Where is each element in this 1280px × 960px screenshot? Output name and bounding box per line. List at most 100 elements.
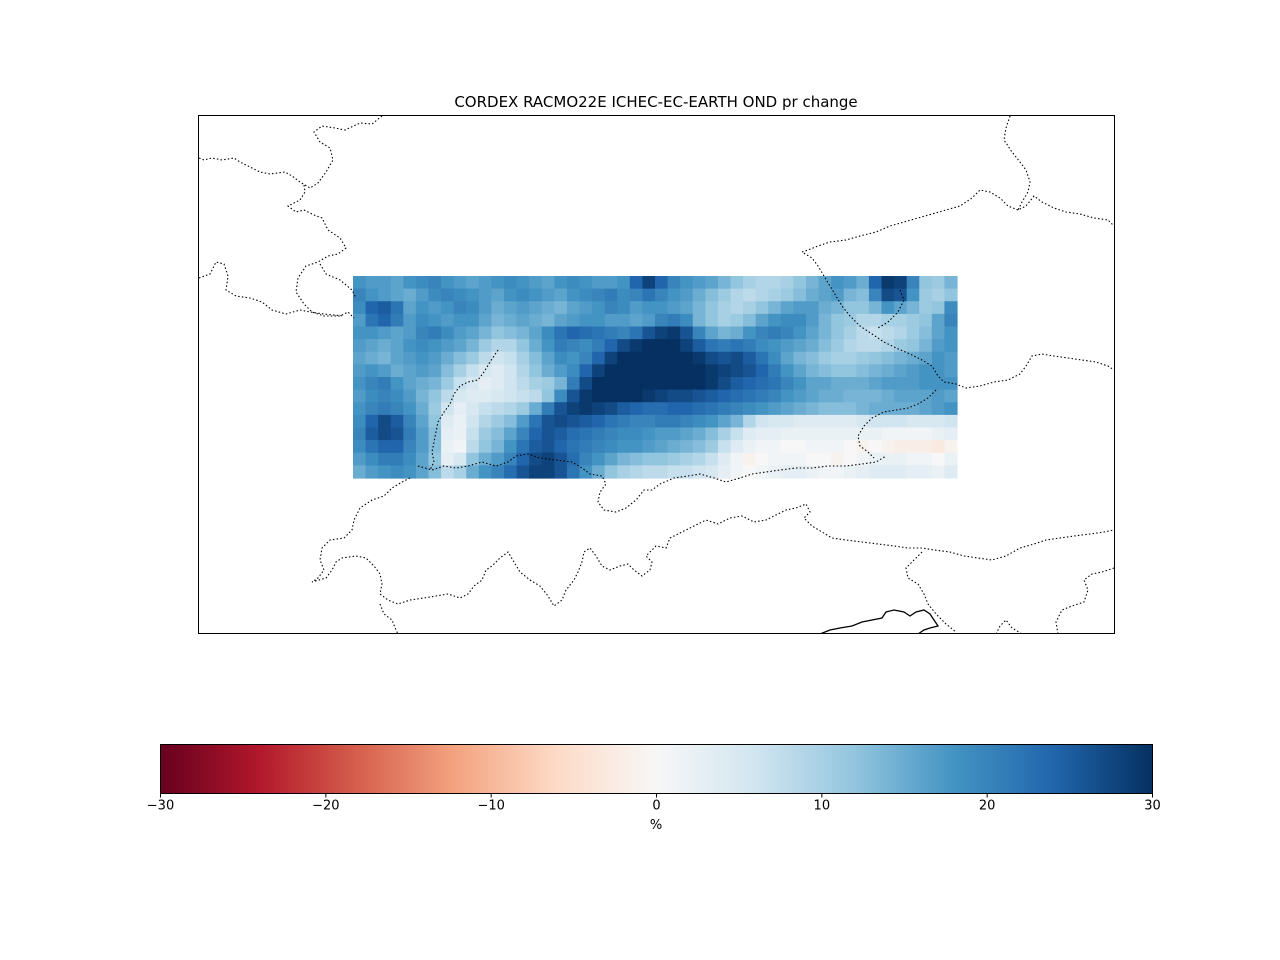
heatmap-cell — [466, 440, 480, 454]
heatmap-cell — [755, 288, 769, 302]
heatmap-cell — [667, 440, 681, 454]
heatmap-cell — [478, 377, 493, 391]
heatmap-cell — [843, 402, 857, 416]
heatmap-cell — [642, 452, 656, 466]
heatmap-cell — [806, 351, 820, 365]
heatmap-cell — [843, 414, 857, 429]
heatmap-cell — [504, 339, 518, 353]
heatmap-cell — [353, 414, 367, 429]
heatmap-cell — [441, 276, 455, 290]
heatmap-cell — [617, 351, 631, 365]
heatmap-cell — [617, 427, 631, 441]
heatmap-cell — [667, 364, 681, 378]
heatmap-cell — [579, 440, 593, 454]
heatmap-cell — [529, 339, 543, 353]
heatmap-cell — [566, 402, 581, 416]
heatmap-cell — [730, 313, 744, 328]
heatmap-cell — [516, 452, 530, 466]
heatmap-cell — [692, 351, 706, 365]
country-borders — [198, 115, 1115, 634]
heatmap-cell — [755, 389, 769, 403]
heatmap-cell — [881, 377, 895, 391]
heatmap-cell — [403, 313, 417, 328]
heatmap-cell — [642, 414, 656, 429]
heatmap-cell — [655, 402, 669, 416]
heatmap-cell — [793, 427, 807, 441]
heatmap-cell — [655, 465, 669, 479]
heatmap-cell — [516, 389, 530, 403]
heatmap-cell — [944, 326, 958, 340]
heatmap-cell — [390, 402, 404, 416]
heatmap-cell — [906, 452, 920, 466]
heatmap-cell — [755, 440, 769, 454]
heatmap-cell — [529, 313, 543, 328]
heatmap-cell — [566, 440, 581, 454]
heatmap-cell — [579, 351, 593, 365]
heatmap-cell — [680, 351, 694, 365]
heatmap-cell — [717, 414, 732, 429]
heatmap-cell — [604, 402, 618, 416]
heatmap-cell — [516, 288, 530, 302]
heatmap-cell — [642, 313, 656, 328]
heatmap-cell — [717, 402, 732, 416]
heatmap-cell — [705, 389, 719, 403]
border-slovenia-croatia — [905, 551, 957, 633]
heatmap-cell — [541, 465, 555, 479]
heatmap-cell — [541, 364, 555, 378]
heatmap-cell — [743, 288, 757, 302]
heatmap-cell — [378, 288, 392, 302]
heatmap-cell — [415, 364, 430, 378]
heatmap-cell — [667, 301, 681, 315]
heatmap-cell — [680, 402, 694, 416]
heatmap-cell — [353, 364, 367, 378]
colorbar-gradient — [160, 744, 1153, 794]
heatmap-cell — [843, 288, 857, 302]
heatmap-cell — [931, 351, 946, 365]
heatmap-cell — [478, 364, 493, 378]
heatmap-cell — [365, 326, 379, 340]
heatmap-cell — [831, 276, 845, 290]
heatmap-cell — [428, 377, 442, 391]
heatmap-cell — [466, 339, 480, 353]
heatmap-cell — [617, 326, 631, 340]
heatmap-cell — [478, 440, 493, 454]
colorbar-tick-label: 10 — [814, 799, 831, 814]
heatmap-cell — [390, 313, 404, 328]
heatmap-cell — [894, 440, 908, 454]
heatmap-cell — [906, 339, 920, 353]
heatmap-cell — [541, 414, 555, 429]
heatmap-cell — [504, 276, 518, 290]
heatmap-cell — [705, 326, 719, 340]
heatmap-cell — [868, 301, 883, 315]
heatmap-cell — [818, 276, 832, 290]
heatmap-cell — [453, 414, 467, 429]
heatmap-cell — [629, 326, 644, 340]
heatmap-cell — [906, 288, 920, 302]
heatmap-cell — [944, 377, 958, 391]
heatmap-cell — [516, 440, 530, 454]
heatmap-cell — [617, 301, 631, 315]
heatmap-cell — [868, 313, 883, 328]
heatmap-cell — [831, 414, 845, 429]
heatmap-cell — [478, 276, 493, 290]
heatmap-cell — [919, 402, 933, 416]
heatmap-cell — [403, 351, 417, 365]
heatmap-cell — [642, 465, 656, 479]
heatmap-cell — [403, 301, 417, 315]
heatmap-cell — [856, 377, 870, 391]
heatmap-cell — [843, 465, 857, 479]
heatmap-cell — [453, 351, 467, 365]
heatmap-cell — [353, 440, 367, 454]
heatmap-cell — [428, 427, 442, 441]
border-west-1 — [286, 184, 355, 319]
heatmap-cell — [529, 351, 543, 365]
heatmap-cell — [768, 339, 782, 353]
heatmap-cell — [768, 276, 782, 290]
heatmap-cell — [831, 427, 845, 441]
heatmap-cell — [504, 465, 518, 479]
heatmap-cell — [843, 313, 857, 328]
heatmap-cell — [554, 440, 568, 454]
heatmap-cell — [944, 351, 958, 365]
heatmap-cell — [856, 440, 870, 454]
heatmap-cell — [818, 465, 832, 479]
